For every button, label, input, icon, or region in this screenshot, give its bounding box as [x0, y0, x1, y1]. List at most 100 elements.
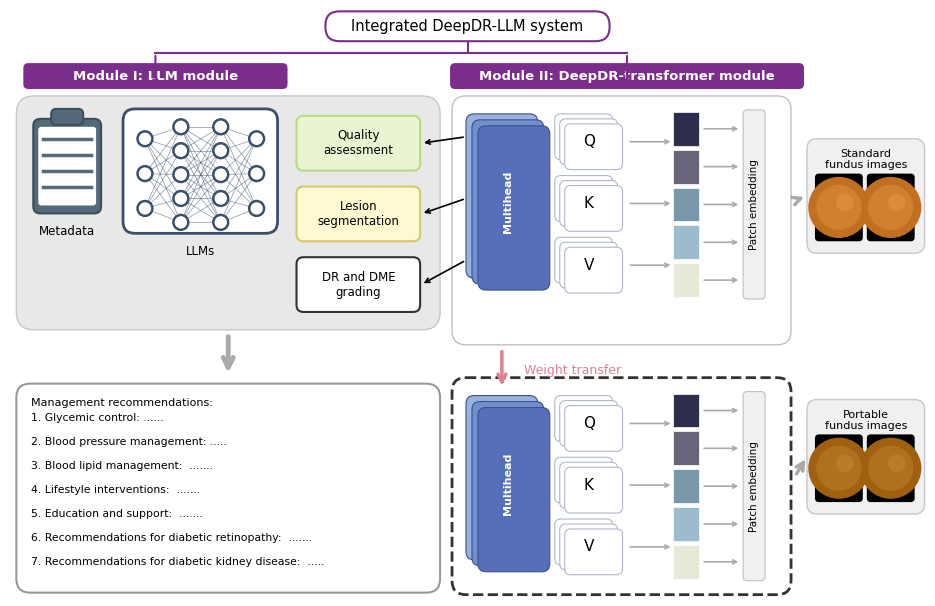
FancyBboxPatch shape: [16, 384, 440, 593]
Circle shape: [176, 145, 186, 156]
FancyBboxPatch shape: [478, 407, 550, 572]
FancyBboxPatch shape: [472, 120, 544, 284]
Circle shape: [139, 133, 151, 144]
Circle shape: [252, 168, 262, 179]
FancyBboxPatch shape: [450, 63, 804, 89]
Circle shape: [817, 447, 861, 490]
FancyBboxPatch shape: [560, 242, 617, 288]
FancyBboxPatch shape: [452, 378, 791, 594]
Bar: [673, 431, 699, 465]
Circle shape: [173, 119, 189, 135]
Text: Management recommendations:: Management recommendations:: [31, 398, 213, 408]
FancyBboxPatch shape: [325, 12, 610, 41]
Circle shape: [213, 190, 229, 207]
Text: 2. Blood pressure management: .....: 2. Blood pressure management: .....: [31, 438, 227, 447]
FancyBboxPatch shape: [565, 124, 623, 170]
Text: Portable
fundus images: Portable fundus images: [825, 410, 907, 431]
Circle shape: [213, 143, 229, 159]
Circle shape: [249, 201, 265, 216]
Circle shape: [837, 195, 853, 210]
FancyBboxPatch shape: [565, 405, 623, 451]
FancyBboxPatch shape: [296, 257, 420, 312]
FancyBboxPatch shape: [560, 401, 617, 447]
Text: Quality
assessment: Quality assessment: [324, 129, 394, 157]
Text: K: K: [583, 478, 594, 493]
Circle shape: [173, 190, 189, 207]
Circle shape: [213, 119, 229, 135]
FancyBboxPatch shape: [123, 109, 278, 233]
Circle shape: [176, 217, 186, 228]
Text: 4. Lifestyle interventions:  .......: 4. Lifestyle interventions: .......: [31, 485, 200, 495]
Circle shape: [215, 121, 226, 132]
FancyBboxPatch shape: [466, 396, 538, 560]
Circle shape: [173, 167, 189, 182]
Circle shape: [809, 178, 869, 238]
FancyBboxPatch shape: [815, 435, 863, 502]
FancyBboxPatch shape: [807, 139, 925, 253]
Text: Multihead: Multihead: [503, 453, 513, 515]
Text: Module I: LLM module: Module I: LLM module: [73, 70, 238, 82]
Text: 7. Recommendations for diabetic kidney disease:  .....: 7. Recommendations for diabetic kidney d…: [31, 557, 324, 567]
FancyBboxPatch shape: [560, 524, 617, 570]
Circle shape: [137, 165, 153, 182]
FancyBboxPatch shape: [466, 114, 538, 278]
Bar: [673, 545, 699, 579]
Text: Patch embedding: Patch embedding: [749, 441, 759, 531]
Circle shape: [215, 169, 226, 180]
Circle shape: [889, 195, 905, 210]
Circle shape: [869, 185, 913, 229]
Circle shape: [137, 131, 153, 147]
Circle shape: [809, 438, 869, 498]
Circle shape: [173, 215, 189, 230]
Circle shape: [817, 185, 861, 229]
Bar: [673, 187, 699, 221]
FancyBboxPatch shape: [565, 529, 623, 574]
FancyBboxPatch shape: [867, 173, 914, 241]
FancyBboxPatch shape: [554, 458, 612, 503]
Bar: [673, 507, 699, 541]
FancyBboxPatch shape: [867, 435, 914, 502]
Circle shape: [213, 215, 229, 230]
FancyBboxPatch shape: [743, 391, 765, 581]
FancyBboxPatch shape: [565, 247, 623, 293]
Circle shape: [139, 168, 151, 179]
Circle shape: [252, 133, 262, 144]
FancyBboxPatch shape: [554, 114, 612, 159]
FancyBboxPatch shape: [296, 116, 420, 171]
Circle shape: [176, 169, 186, 180]
Circle shape: [889, 455, 905, 471]
Bar: [673, 225, 699, 259]
Circle shape: [215, 193, 226, 204]
Circle shape: [837, 455, 853, 471]
FancyBboxPatch shape: [560, 181, 617, 227]
Text: 1. Glycemic control: ......: 1. Glycemic control: ......: [31, 413, 164, 424]
Text: V: V: [583, 258, 594, 273]
Circle shape: [173, 143, 189, 159]
Circle shape: [861, 438, 921, 498]
Circle shape: [215, 145, 226, 156]
FancyBboxPatch shape: [560, 119, 617, 165]
Text: 6. Recommendations for diabetic retinopathy:  .......: 6. Recommendations for diabetic retinopa…: [31, 533, 312, 543]
Text: Patch embedding: Patch embedding: [749, 159, 759, 250]
FancyBboxPatch shape: [565, 185, 623, 231]
FancyBboxPatch shape: [554, 176, 612, 221]
FancyBboxPatch shape: [565, 467, 623, 513]
FancyBboxPatch shape: [452, 96, 791, 345]
FancyBboxPatch shape: [554, 519, 612, 565]
FancyBboxPatch shape: [478, 126, 550, 290]
FancyBboxPatch shape: [38, 127, 96, 205]
Text: DR and DME
grading: DR and DME grading: [322, 271, 396, 299]
Text: V: V: [583, 539, 594, 554]
FancyBboxPatch shape: [296, 187, 420, 241]
FancyBboxPatch shape: [23, 63, 288, 89]
FancyBboxPatch shape: [560, 462, 617, 508]
Circle shape: [139, 203, 151, 214]
FancyBboxPatch shape: [51, 109, 83, 125]
Circle shape: [869, 447, 913, 490]
FancyBboxPatch shape: [743, 110, 765, 299]
Circle shape: [176, 193, 186, 204]
Bar: [673, 393, 699, 427]
Circle shape: [249, 131, 265, 147]
Bar: [673, 112, 699, 145]
FancyBboxPatch shape: [16, 96, 440, 330]
